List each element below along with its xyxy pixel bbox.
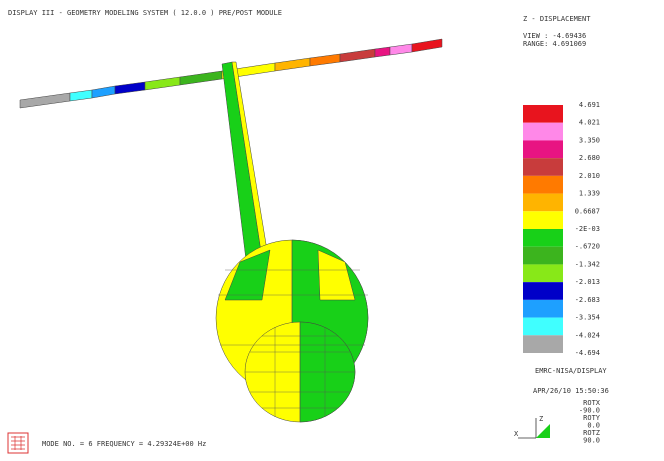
legend-range: RANGE: 4.691069 — [523, 40, 586, 48]
axis-x-label: X — [514, 430, 519, 438]
legend-label: -.6720 — [575, 243, 600, 251]
legend-swatch — [523, 193, 563, 212]
legend-swatch — [523, 246, 563, 265]
logo — [7, 432, 29, 454]
legend-label: 4.691 — [579, 101, 600, 109]
legend-swatch — [523, 299, 563, 318]
legend-label: 4.021 — [579, 119, 600, 127]
footer-program: EMRC-NISA/DISPLAY — [535, 367, 607, 375]
legend-label: 0.6687 — [575, 207, 600, 215]
legend-label: -4.694 — [575, 349, 600, 357]
legend-label: 3.350 — [579, 136, 600, 144]
rotation-value: ROTX — [583, 399, 601, 407]
legend-swatch — [523, 105, 563, 123]
axis-triad: Z X — [514, 415, 550, 439]
rotation-value: 90.0 — [583, 437, 600, 445]
legend-view: VIEW : -4.69436 — [523, 32, 586, 40]
legend-swatch — [523, 158, 563, 176]
axis-z-label: Z — [539, 415, 543, 423]
footer-date: APR/26/10 15:50:36 — [533, 387, 609, 395]
model — [19, 38, 443, 423]
rotation-value: -90.0 — [579, 407, 600, 415]
rotation-value: ROTZ — [583, 429, 600, 437]
legend-swatch — [523, 229, 563, 247]
legend-label: -2E-03 — [575, 225, 600, 233]
mode-text: MODE NO. = 6 FREQUENCY = 4.29324E+00 Hz — [42, 440, 206, 448]
legend-label: -3.354 — [575, 314, 600, 322]
legend-label: 2.010 — [579, 172, 600, 180]
legend-label: -4.024 — [575, 331, 600, 339]
legend-swatch — [523, 335, 563, 353]
header-title: DISPLAY III - GEOMETRY MODELING SYSTEM (… — [8, 9, 282, 17]
legend-swatch — [523, 264, 563, 283]
legend-label: -2.683 — [575, 296, 600, 304]
rotation-value: 0.0 — [587, 422, 600, 430]
rotation-value: ROTY — [583, 414, 601, 422]
legend-label: -1.342 — [575, 260, 600, 268]
legend-label: -2.013 — [575, 278, 600, 286]
legend-label: 2.680 — [579, 154, 600, 162]
legend: 4.691 4.021 3.350 2.680 2.010 1.339 0.6687 -2E-… — [523, 101, 600, 357]
legend-swatch — [523, 175, 563, 194]
legend-swatch — [523, 122, 563, 141]
legend-title: Z - DISPLACEMENT — [523, 15, 591, 23]
legend-label: 1.339 — [579, 190, 600, 198]
legend-swatch — [523, 282, 563, 300]
legend-swatch — [523, 140, 563, 159]
legend-swatch — [523, 211, 563, 229]
legend-swatch — [523, 317, 563, 336]
